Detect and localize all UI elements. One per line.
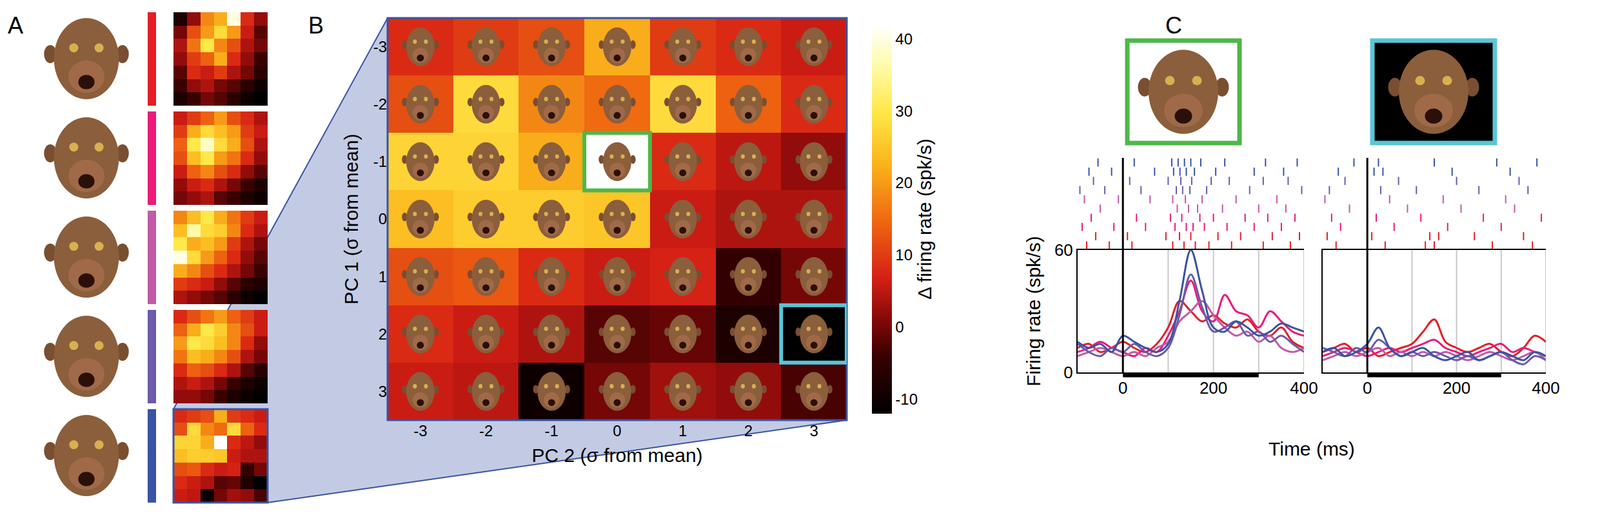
svg-text:2: 2: [378, 325, 387, 344]
svg-text:Δ firing rate (spk/s): Δ firing rate (spk/s): [913, 138, 936, 300]
svg-text:B: B: [308, 12, 324, 39]
svg-text:-10: -10: [895, 390, 918, 409]
svg-text:1: 1: [378, 268, 387, 286]
svg-text:-1: -1: [373, 152, 387, 171]
svg-text:-3: -3: [373, 38, 387, 56]
svg-text:3: 3: [809, 422, 818, 440]
svg-text:1: 1: [678, 422, 687, 440]
svg-text:C: C: [1165, 12, 1183, 39]
svg-text:A: A: [7, 12, 24, 39]
svg-text:30: 30: [895, 102, 913, 120]
svg-text:60: 60: [1054, 240, 1074, 260]
svg-text:-1: -1: [544, 422, 559, 440]
svg-text:0: 0: [1362, 378, 1372, 398]
svg-text:PC 1 (σ from mean): PC 1 (σ from mean): [340, 133, 362, 305]
svg-text:200: 200: [1199, 378, 1228, 398]
svg-text:Time (ms): Time (ms): [1268, 438, 1355, 460]
svg-text:40: 40: [895, 30, 913, 48]
svg-text:20: 20: [895, 174, 913, 192]
svg-text:400: 400: [1531, 378, 1560, 398]
svg-text:0: 0: [378, 210, 387, 228]
svg-text:-2: -2: [373, 95, 387, 113]
svg-text:0: 0: [1118, 378, 1128, 398]
svg-text:0: 0: [1063, 363, 1073, 383]
svg-text:10: 10: [895, 246, 913, 264]
svg-text:Firing rate (spk/s): Firing rate (spk/s): [1022, 236, 1045, 387]
svg-text:0: 0: [895, 318, 904, 336]
svg-text:PC 2 (σ from mean): PC 2 (σ from mean): [531, 444, 703, 467]
svg-text:400: 400: [1289, 378, 1318, 398]
svg-text:-2: -2: [479, 422, 493, 440]
svg-text:-3: -3: [413, 422, 427, 440]
svg-text:0: 0: [612, 422, 622, 440]
svg-text:200: 200: [1442, 378, 1471, 398]
svg-text:3: 3: [378, 383, 387, 401]
svg-text:2: 2: [744, 422, 753, 440]
